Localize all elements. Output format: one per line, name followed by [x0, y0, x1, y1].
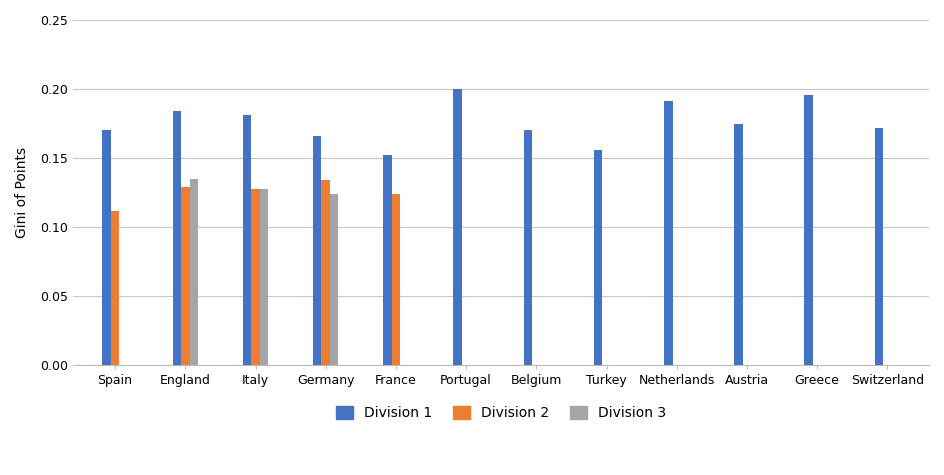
Bar: [102, 131, 110, 365]
Bar: [733, 124, 742, 365]
Bar: [383, 155, 391, 365]
Bar: [260, 189, 268, 365]
Bar: [243, 115, 251, 365]
Bar: [321, 180, 329, 365]
Bar: [593, 150, 601, 365]
Bar: [173, 111, 181, 365]
Legend: Division 1, Division 2, Division 3: Division 1, Division 2, Division 3: [329, 399, 672, 428]
Bar: [181, 187, 190, 365]
Bar: [803, 95, 812, 365]
Bar: [453, 89, 462, 365]
Bar: [190, 179, 197, 365]
Y-axis label: Gini of Points: Gini of Points: [15, 147, 29, 238]
Bar: [874, 128, 883, 365]
Bar: [312, 136, 321, 365]
Bar: [523, 131, 531, 365]
Bar: [329, 194, 338, 365]
Bar: [110, 210, 119, 365]
Bar: [391, 194, 399, 365]
Bar: [664, 102, 672, 365]
Bar: [251, 189, 260, 365]
